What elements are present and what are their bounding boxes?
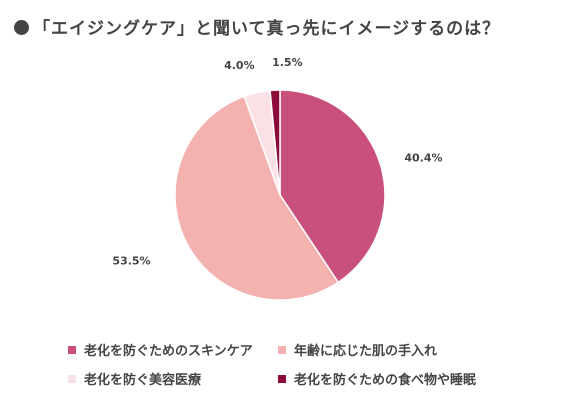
pie-slice xyxy=(269,89,281,196)
slice-data-label: 4.0% xyxy=(224,59,255,72)
chart-title: 「エイジングケア」と聞いて真っ先にイメージするのは？ xyxy=(14,14,500,39)
legend-swatch xyxy=(68,374,76,383)
legend-label: 老化を防ぐための食べ物や睡眠 xyxy=(294,373,477,388)
slice-data-label: 1.5% xyxy=(272,56,303,69)
legend-label: 老化を防ぐ美容医療 xyxy=(84,373,202,388)
pie-slice xyxy=(174,95,340,301)
legend-label: 年齢に応じた肌の手入れ xyxy=(294,344,438,359)
chart-title-text: 「エイジングケア」と聞いて真っ先にイメージするのは？ xyxy=(33,19,501,39)
legend-item: 年齢に応じた肌の手入れ xyxy=(278,340,508,359)
title-bullet-icon xyxy=(14,20,29,35)
legend-label: 老化を防ぐためのスキンケア xyxy=(84,344,253,359)
legend-item: 老化を防ぐ美容医療 xyxy=(68,369,278,388)
pie-chart: 40.4% 53.5% 4.0% 1.5% xyxy=(112,56,443,301)
legend-item: 老化を防ぐための食べ物や睡眠 xyxy=(278,369,508,388)
legend-swatch xyxy=(68,345,76,354)
legend-item: 老化を防ぐためのスキンケア xyxy=(68,340,278,359)
slice-data-label: 40.4% xyxy=(404,151,442,164)
legend: 老化を防ぐためのスキンケア 年齢に応じた肌の手入れ 老化を防ぐ美容医療 老化を防… xyxy=(68,340,548,388)
legend-swatch xyxy=(278,345,286,354)
slice-data-label: 53.5% xyxy=(112,254,150,267)
legend-swatch xyxy=(278,374,286,383)
